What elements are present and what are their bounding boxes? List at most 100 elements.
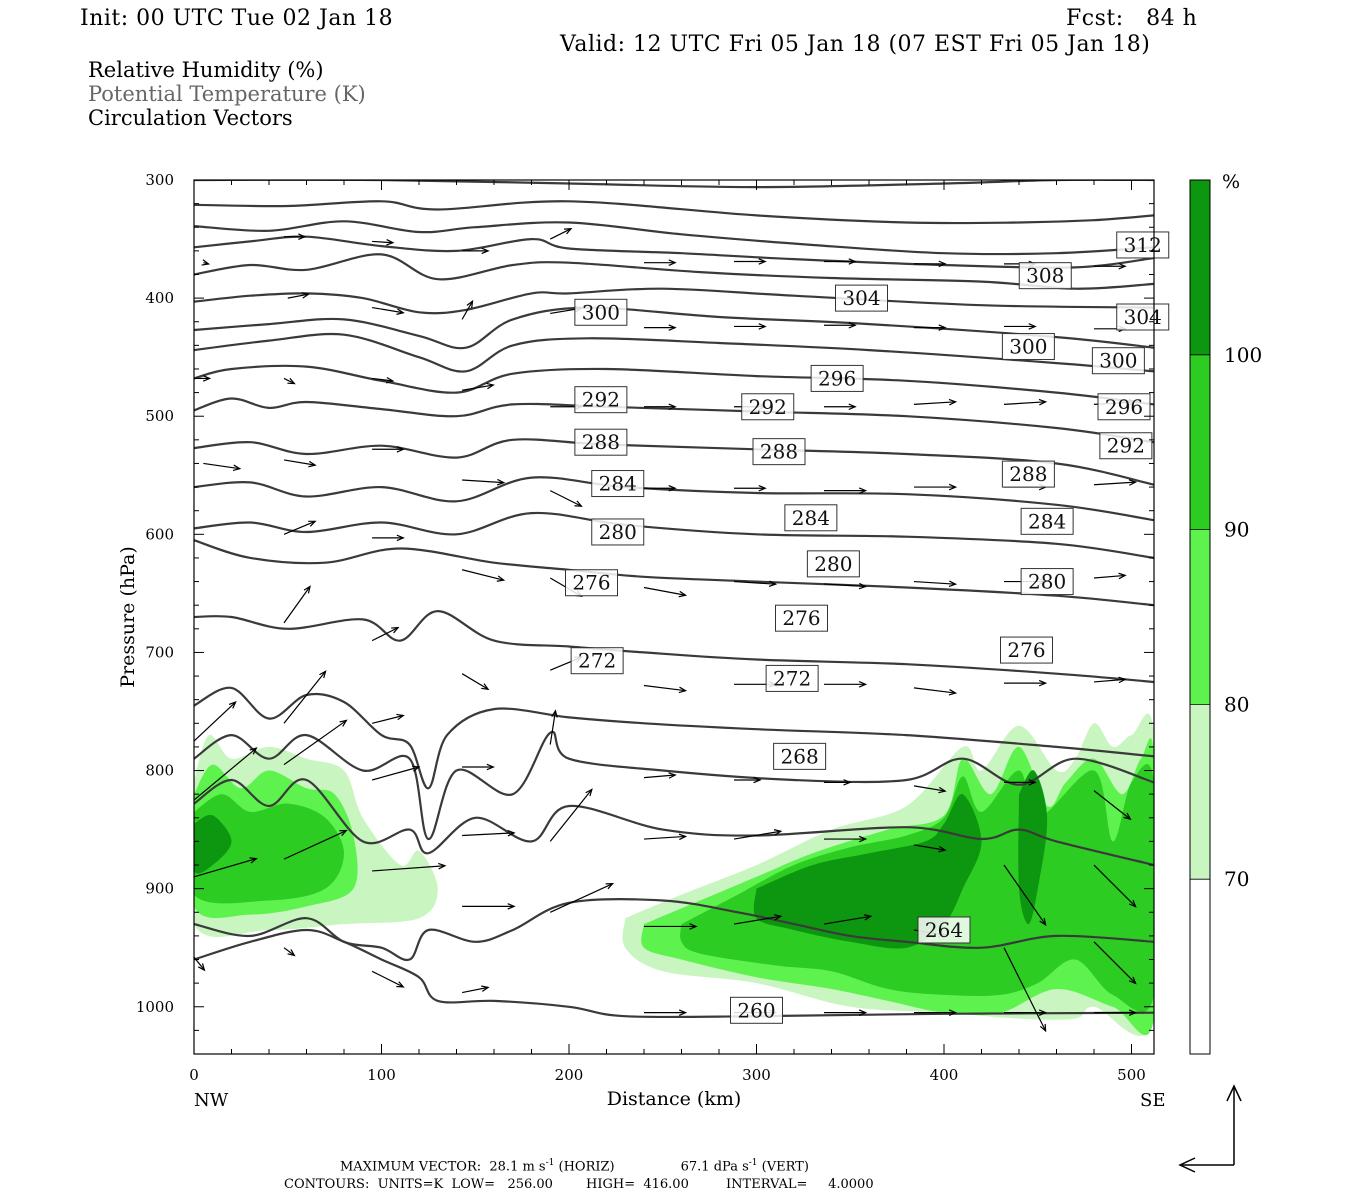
theta-contour-line — [194, 476, 1154, 522]
circulation-vector — [644, 259, 677, 266]
circulation-vector — [824, 321, 857, 329]
circulation-vector — [194, 700, 237, 742]
circulation-vector — [1004, 679, 1048, 687]
contour-label: 288 — [752, 438, 806, 466]
circulation-vector — [824, 487, 868, 494]
theta-contour-line — [194, 220, 1154, 256]
contour-label-text: 288 — [760, 440, 798, 464]
contour-label: 276 — [1000, 636, 1053, 664]
rh-region-90 — [194, 794, 344, 904]
max-horiz-exp: -1 — [545, 1158, 555, 1168]
theta-contour-line — [194, 511, 1154, 559]
colorbar-unit: % — [1222, 171, 1240, 193]
theta-contour-line — [194, 253, 1154, 290]
circulation-vector — [461, 569, 506, 582]
circulation-vector — [824, 1009, 868, 1016]
rh-region-100 — [753, 793, 982, 949]
contour-label-text: 280 — [1028, 570, 1066, 594]
contour-label-text: 300 — [1009, 335, 1047, 359]
contour-label: 276 — [565, 569, 618, 597]
contour-label: 272 — [570, 647, 624, 675]
x-end-left-label: NW — [194, 1090, 229, 1111]
contour-label-text: 304 — [842, 286, 880, 310]
theta-contour-line — [194, 397, 1154, 444]
circulation-vector — [371, 970, 405, 988]
x-tick-label: 500 — [1117, 1066, 1146, 1084]
contour-label: 312 — [1116, 231, 1170, 259]
valid-time: Valid: 12 UTC Fri 05 Jan 18 (07 EST Fri … — [560, 32, 1151, 57]
contour-label: 300 — [1001, 333, 1055, 361]
circulation-vector — [549, 490, 583, 507]
circulation-vector — [733, 914, 783, 925]
contour-label: 280 — [1020, 568, 1074, 596]
x-tick-label: 300 — [742, 1066, 771, 1084]
y-tick-label: 600 — [145, 525, 174, 543]
init-time: Init: 00 UTC Tue 02 Jan 18 — [80, 6, 394, 31]
contour-label-text: 296 — [1105, 395, 1143, 419]
circulation-vector — [734, 484, 767, 492]
contour-label-text: 272 — [578, 649, 616, 673]
max-horiz-value: 28.1 m s — [489, 1159, 546, 1175]
circulation-vector — [1094, 1009, 1138, 1016]
contour-label-text: 280 — [814, 552, 852, 576]
max-vert-exp: -1 — [748, 1158, 758, 1168]
colorbar-level-label: 90 — [1224, 518, 1249, 542]
contour-label: 276 — [775, 604, 828, 632]
theta-contour-line — [194, 364, 1154, 406]
max-vert-unit: (VERT) — [757, 1159, 809, 1175]
circulation-vector — [1093, 676, 1127, 684]
circulation-vector — [644, 324, 677, 331]
field-rh-label: Relative Humidity (%) — [88, 58, 324, 82]
x-tick-label: 100 — [367, 1066, 396, 1084]
contour-label-text: 312 — [1124, 233, 1162, 257]
contour-label-text: 304 — [1124, 305, 1162, 329]
field-theta-label: Potential Temperature (K) — [88, 82, 366, 106]
circulation-vector — [913, 844, 947, 853]
circulation-vector — [550, 883, 615, 913]
contour-label: 296 — [810, 364, 864, 392]
forecast-hour: Fcst: 84 h — [1066, 6, 1198, 31]
contour-label-text: 280 — [599, 520, 637, 544]
contour-label: 264 — [917, 916, 971, 944]
circulation-vector — [644, 484, 677, 492]
circulation-vector — [283, 459, 317, 468]
theta-contour-line — [194, 730, 1154, 841]
circulation-vector — [913, 398, 958, 406]
circulation-vector — [914, 324, 947, 331]
colorbar-swatch — [1190, 354, 1210, 530]
contour-label-text: 296 — [818, 366, 856, 390]
circulation-vector — [549, 788, 593, 842]
contour-label-text: 292 — [582, 388, 620, 412]
theta-contour-line — [194, 609, 1154, 684]
circulation-vector — [824, 403, 857, 411]
circulation-vector — [372, 862, 447, 872]
contour-label: 288 — [1001, 460, 1055, 488]
circulation-vector — [372, 376, 395, 384]
y-tick-label: 300 — [145, 171, 174, 189]
contour-label: 288 — [574, 428, 628, 456]
axes: 0 100 200 300 400 500 300 400 500 600 700 800 900 100… — [136, 171, 1154, 1084]
circulation-vector — [913, 785, 947, 794]
x-tick-label: 400 — [930, 1066, 959, 1084]
circulation-vector — [914, 260, 947, 268]
circulation-vector — [462, 903, 516, 910]
circulation-vector — [643, 684, 688, 694]
circulation-vector — [371, 626, 400, 642]
circulation-vector — [734, 258, 767, 265]
y-tick-label: 500 — [145, 407, 174, 425]
circulation-vector — [824, 779, 852, 786]
contour-label-text: 276 — [572, 571, 610, 595]
circulation-vector — [823, 582, 868, 590]
y-tick-label: 700 — [145, 643, 174, 661]
contour-label-text: 268 — [781, 744, 819, 768]
colorbar-frame — [1189, 179, 1211, 1055]
colorbar-swatch — [1190, 180, 1210, 355]
contour-label: 260 — [730, 996, 783, 1024]
circulation-vector — [1004, 323, 1037, 330]
circulation-vector — [461, 299, 474, 320]
circulation-vector — [371, 765, 421, 781]
contour-label-text: 276 — [782, 606, 820, 630]
theta-contour-line — [194, 928, 1154, 1019]
theta-contour-line — [194, 306, 1154, 350]
